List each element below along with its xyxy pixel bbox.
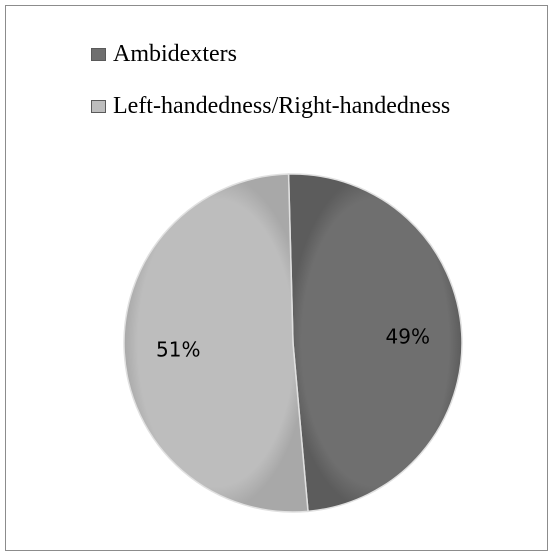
pie-slice-left-right-handedness bbox=[123, 173, 309, 513]
data-label-ambidexters: 49% bbox=[386, 324, 430, 348]
legend-item-ambidexters: Ambidexters bbox=[91, 39, 450, 69]
legend-swatch-ambidexters bbox=[91, 48, 106, 61]
legend: Ambidexters Left-handedness/Right-handed… bbox=[91, 39, 450, 143]
legend-swatch-left-right-handedness bbox=[91, 100, 106, 113]
pie-slice-ambidexters bbox=[287, 173, 463, 513]
legend-label-left-right-handedness: Left-handedness/Right-handedness bbox=[113, 93, 451, 119]
data-label-left-right-handedness: 51% bbox=[156, 338, 200, 362]
legend-item-left-right-handedness: Left-handedness/Right-handedness bbox=[91, 91, 450, 121]
pie-data-labels: 49% 51% bbox=[156, 324, 430, 361]
legend-label-ambidexters: Ambidexters bbox=[113, 41, 237, 67]
pie-slices bbox=[123, 173, 463, 513]
